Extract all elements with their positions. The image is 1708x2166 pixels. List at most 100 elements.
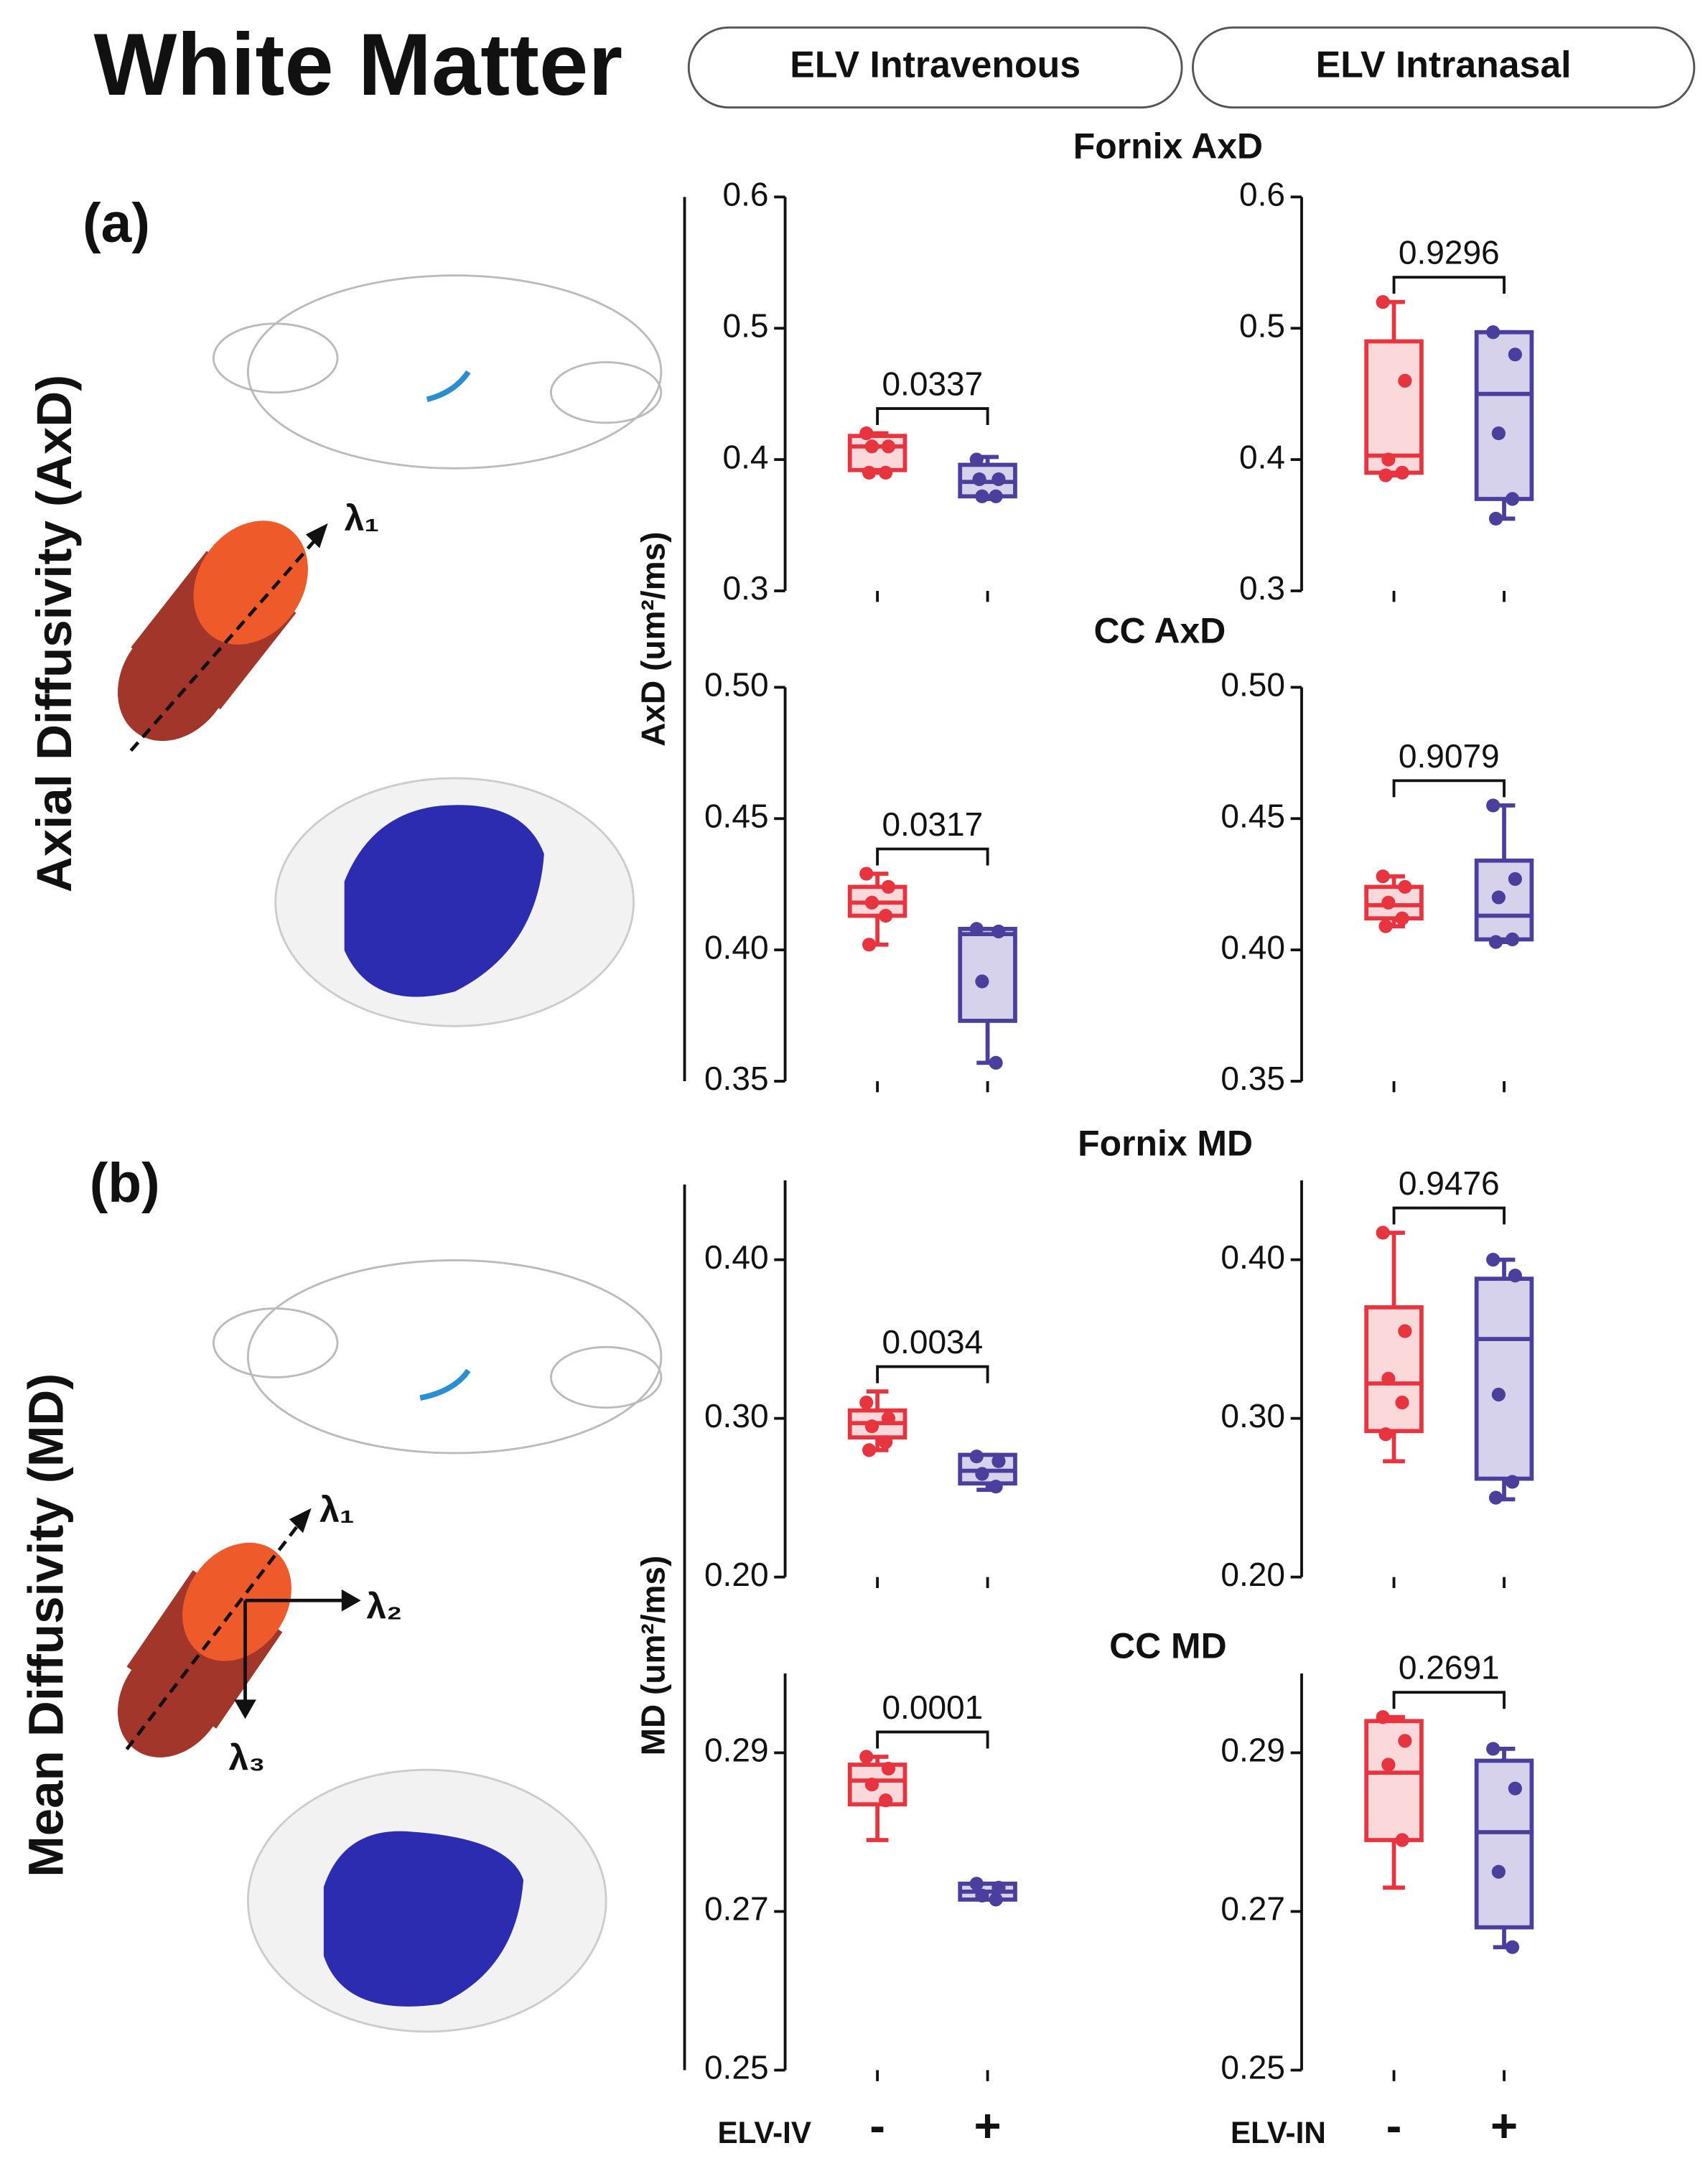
data-point (881, 879, 896, 894)
p-value: 0.2691 (1399, 1649, 1500, 1686)
fornix (426, 370, 471, 403)
data-point (989, 1055, 1003, 1070)
data-point (1488, 1490, 1503, 1505)
data-point (862, 465, 877, 480)
bracket (1392, 1206, 1506, 1225)
brain-outline (212, 1259, 663, 1455)
y-tick-label: 0.25 (1221, 2049, 1285, 2086)
data-point (879, 1435, 893, 1450)
data-point (1381, 1757, 1396, 1772)
data-point (1486, 325, 1501, 340)
x-tick-label: + (1490, 2099, 1518, 2152)
x-tick-label: + (974, 2099, 1002, 2152)
data-point (864, 1778, 879, 1792)
data-point (1398, 1734, 1412, 1748)
row-title: CC MD (1109, 1626, 1226, 1666)
data-point (859, 867, 874, 881)
y-tick-label: 0.4 (723, 438, 769, 475)
cylinder (117, 521, 328, 752)
p-value: 0.9079 (1399, 737, 1500, 775)
box (958, 926, 1017, 1023)
data-point (1491, 1387, 1506, 1402)
row-title: Fornix MD (1078, 1123, 1253, 1163)
data-point (1398, 879, 1412, 894)
y-tick-label: 0.29 (704, 1732, 769, 1769)
data-point (1488, 511, 1503, 526)
y-tick-label: 0.5 (723, 307, 769, 344)
y-axis-label: MD (um²/ms) (634, 1556, 671, 1756)
lambda-label: λ₁ (319, 1490, 354, 1530)
data-point (1376, 1226, 1390, 1240)
bracket (1392, 276, 1506, 294)
p-value: 0.9476 (1399, 1164, 1500, 1202)
x-axis-label: ELV-IN (1231, 2116, 1326, 2149)
data-point (859, 1750, 874, 1764)
data-point (1378, 1427, 1393, 1442)
y-tick-label: 0.25 (704, 2049, 769, 2086)
data-point (879, 908, 893, 923)
cylinder (117, 1508, 361, 1757)
data-point (989, 1480, 1003, 1494)
bracket (876, 1365, 989, 1383)
p-value: 0.0337 (882, 365, 983, 402)
data-point (975, 1888, 989, 1903)
data-point (1508, 1269, 1522, 1283)
data-point (969, 1450, 984, 1464)
data-point (1378, 468, 1393, 482)
data-point (1381, 1371, 1396, 1386)
y-tick-label: 0.50 (704, 666, 769, 703)
data-point (864, 1419, 879, 1434)
brain-outline (212, 274, 663, 470)
header: ELV Intravenous (790, 44, 1081, 85)
data-point (862, 1443, 877, 1457)
data-point (864, 439, 879, 454)
data-point (1505, 932, 1520, 947)
y-axis-label: AxD (um²/ms) (634, 532, 671, 747)
panel-label: (a) (83, 193, 150, 254)
y-tick-label: 0.5 (1239, 307, 1285, 344)
y-tick-label: 0.45 (1221, 797, 1285, 834)
data-point (1508, 1781, 1522, 1796)
y-tick-label: 0.3 (723, 569, 769, 607)
data-point (991, 1880, 1006, 1895)
data-point (991, 472, 1006, 487)
data-point (1395, 465, 1409, 480)
bracket (1392, 779, 1506, 798)
p-value: 0.0001 (882, 1689, 983, 1726)
bracket (1392, 1691, 1506, 1709)
data-point (969, 452, 984, 467)
data-point (972, 472, 986, 487)
header-box (687, 26, 1183, 109)
y-tick-label: 0.40 (704, 928, 769, 966)
lambda-label: λ₃ (229, 1737, 266, 1778)
data-point (1395, 1395, 1409, 1410)
y-tick-label: 0.40 (1221, 928, 1285, 966)
bracket (876, 1730, 989, 1749)
data-point (1491, 1864, 1506, 1879)
p-value: 0.0034 (882, 1323, 983, 1360)
y-tick-label: 0.45 (704, 797, 769, 834)
data-point (879, 1793, 893, 1808)
data-point (975, 489, 989, 503)
x-tick-label: - (1386, 2099, 1402, 2152)
p-value: 0.0317 (882, 806, 983, 843)
data-point (975, 1467, 989, 1481)
y-tick-label: 0.6 (1239, 175, 1285, 213)
data-point (1376, 869, 1390, 884)
box (1364, 1719, 1424, 1842)
box (1474, 330, 1534, 501)
row-title: CC AxD (1093, 611, 1226, 651)
y-tick-label: 0.6 (723, 175, 769, 213)
data-point (969, 922, 984, 936)
data-point (1395, 911, 1409, 925)
data-point (881, 1411, 896, 1426)
data-point (969, 1877, 984, 1891)
bracket (876, 847, 989, 866)
panel-label: (b) (90, 1153, 160, 1214)
data-point (1486, 1742, 1501, 1756)
box (1364, 1305, 1424, 1434)
header: ELV Intranasal (1316, 44, 1572, 85)
data-point (1486, 1253, 1501, 1267)
